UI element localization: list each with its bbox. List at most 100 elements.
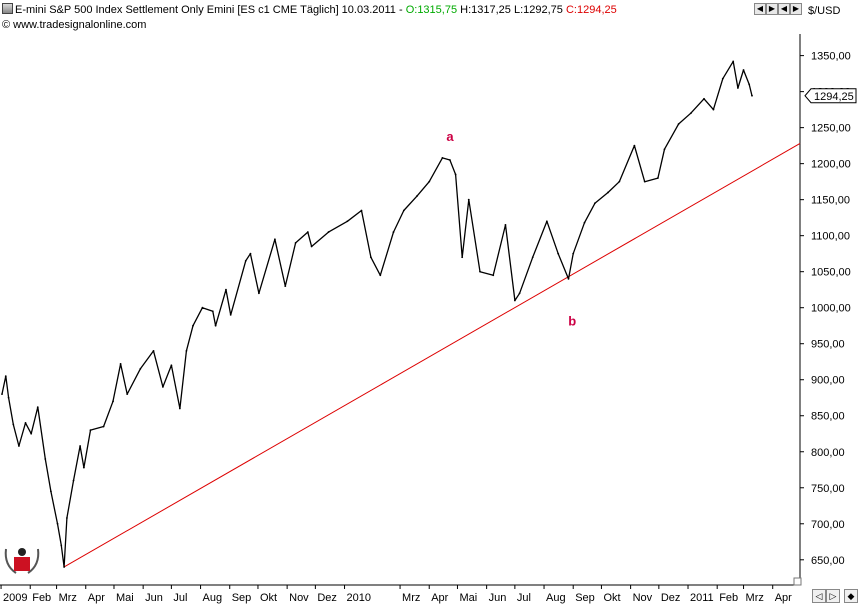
price-point <box>633 144 636 147</box>
open-price: O:1315,75 <box>405 4 458 16</box>
price-point <box>461 256 464 259</box>
price-point <box>545 220 548 223</box>
trendline-layer <box>63 143 801 568</box>
price-point <box>346 220 349 223</box>
price-point <box>736 87 739 89</box>
price-point <box>4 375 7 378</box>
nav-first-button[interactable]: ◀ <box>754 3 766 15</box>
price-point <box>152 350 155 352</box>
nav-last-button[interactable]: ▶ <box>790 3 802 15</box>
price-point <box>504 223 507 226</box>
price-point <box>732 60 735 63</box>
x-tick-label: Jul <box>173 592 187 604</box>
y-tick-label: 1350,00 <box>811 51 851 63</box>
x-tick-label: Feb <box>32 592 51 604</box>
price-point <box>703 97 705 100</box>
price-point <box>162 386 164 388</box>
x-tick-label: Jun <box>145 592 163 604</box>
x-axis: 2009 Feb Mrz Apr Mai Jun Jul Aug Sep Okt Nov Dez 201… <box>0 585 792 604</box>
price-point <box>607 191 609 194</box>
high-price: H:1317,25 <box>460 4 511 16</box>
price-point <box>402 209 405 212</box>
x-tick-label: Okt <box>603 592 620 604</box>
x-tick-label: Apr <box>88 592 105 604</box>
last-value-box <box>804 88 857 104</box>
price-point <box>518 292 521 295</box>
price-point <box>56 522 59 525</box>
price-line <box>1 60 753 568</box>
price-point <box>369 256 372 259</box>
price-point <box>531 256 534 259</box>
scroll-right-button[interactable]: ▷ <box>826 589 840 603</box>
x-tick-label: Apr <box>775 592 792 604</box>
y-tick-label: 700,00 <box>811 519 845 531</box>
y-axis: 650,00 700,00 750,00 800,00 850,00 900,00 950,… <box>800 51 851 567</box>
instrument-title-line: E-mini S&P 500 Index Settlement Only Emi… <box>2 3 617 16</box>
x-tick-label: Sep <box>232 592 252 604</box>
x-tick-label: Mrz <box>402 592 420 604</box>
price-point <box>294 241 297 244</box>
price-point <box>201 306 204 309</box>
laurel-head <box>18 548 26 556</box>
price-point <box>360 209 363 212</box>
price-point <box>567 277 570 280</box>
price-point <box>192 324 194 327</box>
last-value-marker: 1294,25 <box>804 88 857 104</box>
laurel-left-branch <box>4 548 17 574</box>
price-point <box>102 425 105 428</box>
x-tick-label: Okt <box>260 592 277 604</box>
x-tick-label: Jul <box>517 592 531 604</box>
y-tick-label: 1050,00 <box>811 267 851 279</box>
y-tick-label: 950,00 <box>811 339 845 351</box>
zoom-button[interactable]: ◆ <box>844 589 858 603</box>
price-point <box>751 94 753 97</box>
price-point <box>593 202 596 205</box>
price-point <box>211 310 214 313</box>
scroll-left-button[interactable]: ◁ <box>812 589 826 603</box>
price-point <box>50 490 52 493</box>
resize-corner-icon[interactable] <box>793 577 802 586</box>
price-point <box>229 314 232 316</box>
price-point <box>24 422 27 424</box>
price-point <box>185 350 188 352</box>
y-tick-label: 1150,00 <box>811 195 850 207</box>
price-point <box>441 156 444 159</box>
price-point <box>249 252 252 255</box>
price-point <box>284 285 287 287</box>
y-tick-label: 750,00 <box>811 483 845 495</box>
price-point <box>258 292 260 295</box>
price-point <box>449 159 451 161</box>
wave-label-a: a <box>446 129 454 144</box>
wave-label-b: b <box>568 314 576 329</box>
x-tick-label: Apr <box>431 592 448 604</box>
price-point <box>178 407 181 410</box>
series-layer <box>1 60 753 568</box>
price-point <box>618 180 621 183</box>
price-point <box>742 69 745 71</box>
price-point <box>557 252 560 255</box>
price-point <box>492 274 495 277</box>
laurel-logo-icon <box>4 548 40 574</box>
price-point <box>274 238 276 241</box>
price-point <box>379 274 382 277</box>
nav-prev-button[interactable]: ▶ <box>766 3 778 15</box>
currency-label: $/USD <box>808 5 841 17</box>
price-point <box>214 324 217 327</box>
nav-next-button[interactable]: ◀ <box>778 3 790 15</box>
bottom-toolbar: ◁ ▷ ◆ <box>806 589 860 607</box>
instrument-title: E-mini S&P 500 Index Settlement Only Emi… <box>15 4 396 16</box>
last-value-label: 1294,25 <box>814 91 854 103</box>
x-tick-label: Nov <box>289 592 309 604</box>
price-point <box>657 177 659 179</box>
price-point <box>170 364 173 367</box>
price-point <box>454 173 457 176</box>
x-tick-label: Mai <box>459 592 477 604</box>
price-point <box>72 479 75 482</box>
price-point <box>721 77 724 80</box>
price-point <box>428 180 431 183</box>
price-point <box>82 466 85 469</box>
price-point <box>583 221 586 224</box>
price-point <box>60 544 63 547</box>
laurel-shield <box>14 557 30 571</box>
